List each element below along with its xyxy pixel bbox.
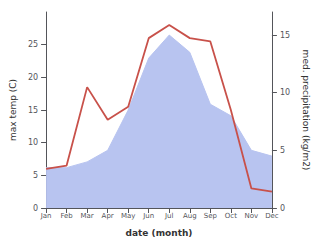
svg-text:15: 15 bbox=[28, 106, 38, 115]
svg-text:Feb: Feb bbox=[60, 212, 73, 220]
svg-text:0: 0 bbox=[280, 204, 285, 213]
svg-text:25: 25 bbox=[28, 40, 38, 49]
svg-text:May: May bbox=[121, 212, 135, 220]
svg-text:10: 10 bbox=[28, 138, 38, 147]
svg-text:5: 5 bbox=[280, 146, 285, 155]
svg-text:Mar: Mar bbox=[81, 212, 94, 220]
svg-text:Jul: Jul bbox=[164, 212, 174, 220]
svg-text:5: 5 bbox=[33, 171, 38, 180]
svg-text:15: 15 bbox=[280, 31, 290, 40]
svg-text:med. precipitation (kg/m2): med. precipitation (kg/m2) bbox=[301, 50, 311, 171]
svg-text:0: 0 bbox=[33, 204, 38, 213]
svg-text:Aug: Aug bbox=[183, 212, 197, 220]
svg-text:Apr: Apr bbox=[102, 212, 114, 220]
svg-text:Jan: Jan bbox=[40, 212, 52, 220]
svg-text:Jun: Jun bbox=[142, 212, 154, 220]
svg-text:20: 20 bbox=[28, 73, 38, 82]
svg-text:date (month): date (month) bbox=[126, 228, 193, 238]
svg-text:Dec: Dec bbox=[265, 212, 279, 220]
svg-text:Sep: Sep bbox=[204, 212, 218, 220]
svg-text:max temp (C): max temp (C) bbox=[8, 79, 18, 141]
svg-text:10: 10 bbox=[280, 88, 290, 97]
svg-text:Oct: Oct bbox=[225, 212, 237, 220]
svg-text:Nov: Nov bbox=[245, 212, 259, 220]
